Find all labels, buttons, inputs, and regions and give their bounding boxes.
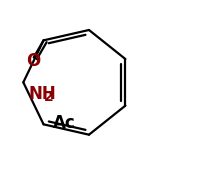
Text: O: O xyxy=(26,52,40,70)
Text: NH: NH xyxy=(29,85,56,103)
Text: Ac: Ac xyxy=(53,114,76,132)
Text: 2: 2 xyxy=(44,90,54,104)
